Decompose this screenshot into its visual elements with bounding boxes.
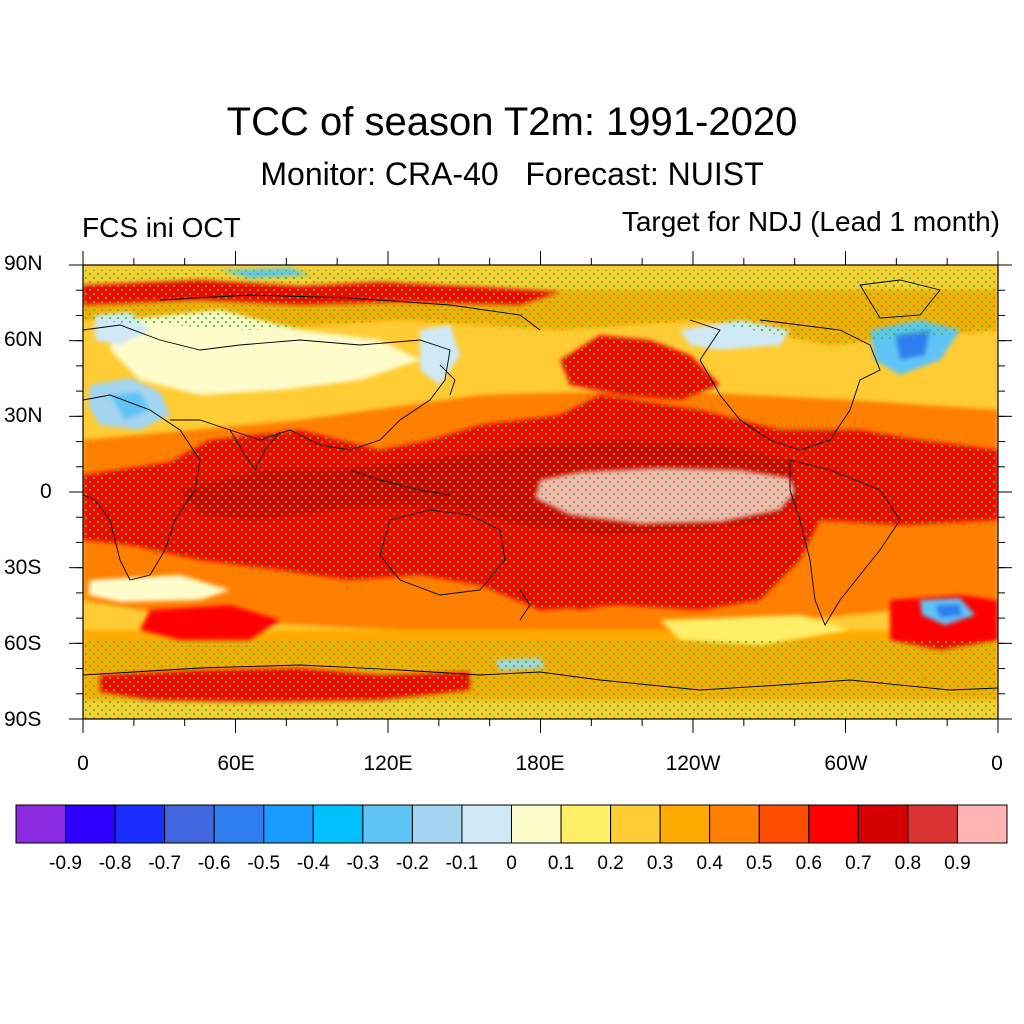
stipple-north-pacific bbox=[560, 335, 720, 400]
coast-indonesia bbox=[349, 469, 451, 496]
colorbar-tick-label: 0.8 bbox=[894, 853, 922, 874]
coast-new-zealand bbox=[519, 589, 531, 621]
colorbar-swatch bbox=[511, 804, 562, 844]
colorbar-tick-label: -0.5 bbox=[247, 853, 281, 874]
colorbar-tick-label: -0.9 bbox=[49, 853, 82, 874]
colorbar-swatch bbox=[907, 804, 958, 844]
colorbar-swatch bbox=[411, 804, 463, 844]
colorbar-tick-label: -0.2 bbox=[396, 853, 429, 874]
colorbar-tick-label: -0.1 bbox=[445, 853, 479, 874]
lat-label-60s: 60S bbox=[4, 632, 42, 655]
region-red-south-indian bbox=[140, 605, 280, 640]
lon-label-0-east: 0 bbox=[991, 752, 1003, 775]
init-label: FCS ini OCT bbox=[82, 212, 241, 243]
colorbar-tick-label: 0.5 bbox=[746, 853, 773, 874]
colorbar-tick-label: -0.4 bbox=[296, 853, 330, 874]
colorbar-tick-label: -0.8 bbox=[98, 853, 132, 874]
colorbar-swatch bbox=[213, 804, 265, 844]
lon-label-180e: 180E bbox=[515, 752, 565, 775]
colorbar-tick-label: 0.2 bbox=[597, 853, 624, 874]
lon-label-120w: 120W bbox=[665, 752, 721, 775]
coast-south-america bbox=[789, 459, 901, 627]
coast-siberia bbox=[159, 294, 541, 331]
stipple-tropics bbox=[83, 395, 998, 610]
colorbar-swatch bbox=[808, 804, 859, 844]
lon-label-120e: 120E bbox=[363, 752, 413, 775]
region-lightblue-east-asia bbox=[420, 325, 460, 385]
stipple-north bbox=[83, 270, 998, 345]
colorbar-swatch bbox=[164, 804, 215, 844]
region-pale-south-pacific bbox=[660, 615, 850, 645]
colorbar-tick-label: 0.9 bbox=[944, 853, 971, 874]
lat-label-60n: 60N bbox=[4, 328, 43, 351]
colorbar-swatch bbox=[362, 804, 413, 844]
colorbar-swatch bbox=[15, 804, 67, 844]
stipple-south bbox=[83, 640, 998, 719]
lat-label-30s: 30S bbox=[4, 556, 42, 579]
coast-north-america bbox=[689, 319, 881, 451]
colorbar-swatch bbox=[114, 804, 166, 844]
colorbar-tick-label: -0.3 bbox=[346, 853, 380, 874]
axis-ticks bbox=[69, 251, 1012, 733]
coast-africa bbox=[83, 394, 201, 581]
colorbar-tick-label: 0.4 bbox=[696, 853, 723, 874]
colorbar-tick-label: 0.1 bbox=[547, 853, 575, 874]
colorbar-swatch bbox=[263, 804, 314, 844]
coast-antarctica bbox=[83, 664, 998, 691]
colorbar-tick-label: 0.3 bbox=[646, 853, 674, 874]
target-label: Target for NDJ (Lead 1 month) bbox=[621, 206, 1000, 237]
colorbar-swatch bbox=[758, 804, 810, 844]
colorbar-swatch bbox=[461, 804, 513, 844]
lon-label-60w: 60W bbox=[824, 752, 868, 775]
colorbar-tick-label: -0.7 bbox=[148, 853, 182, 874]
colorbar-swatch bbox=[312, 804, 364, 844]
coast-india bbox=[229, 429, 281, 471]
region-pale-eurasia bbox=[110, 310, 420, 395]
colorbar-swatch bbox=[65, 804, 116, 844]
colorbar-swatch bbox=[857, 804, 909, 844]
lat-label-90s: 90S bbox=[4, 708, 42, 731]
chart-subtitle: Monitor: CRA-40 Forecast: NUIST bbox=[260, 156, 764, 192]
coast-greenland bbox=[859, 279, 941, 319]
region-blue-south-atlantic-core bbox=[935, 604, 962, 618]
colorbar-tick-label: 0.7 bbox=[845, 853, 872, 874]
colorbar-tick-label: 0.6 bbox=[795, 853, 822, 874]
chart-title: TCC of season T2m: 1991-2020 bbox=[226, 100, 798, 144]
lat-label-90n: 90N bbox=[4, 252, 43, 275]
lat-label-30n: 30N bbox=[4, 404, 43, 427]
colorbar-swatch bbox=[610, 804, 661, 844]
coast-australia bbox=[379, 509, 506, 596]
colorbar-swatch bbox=[956, 804, 1008, 844]
colorbar-tick-label: 0 bbox=[506, 853, 517, 874]
colorbar-tick-label: -0.6 bbox=[197, 853, 231, 874]
colorbar-swatch bbox=[659, 804, 711, 844]
colorbar-swatch bbox=[560, 804, 612, 844]
lat-label-eq: 0 bbox=[40, 480, 52, 503]
lon-label-0: 0 bbox=[77, 752, 89, 775]
region-pale-south-indian bbox=[88, 575, 230, 602]
coast-europe-asia bbox=[83, 324, 451, 451]
colorbar-swatch bbox=[709, 804, 760, 844]
coast-japan bbox=[439, 364, 456, 396]
lon-label-60e: 60E bbox=[217, 752, 255, 775]
